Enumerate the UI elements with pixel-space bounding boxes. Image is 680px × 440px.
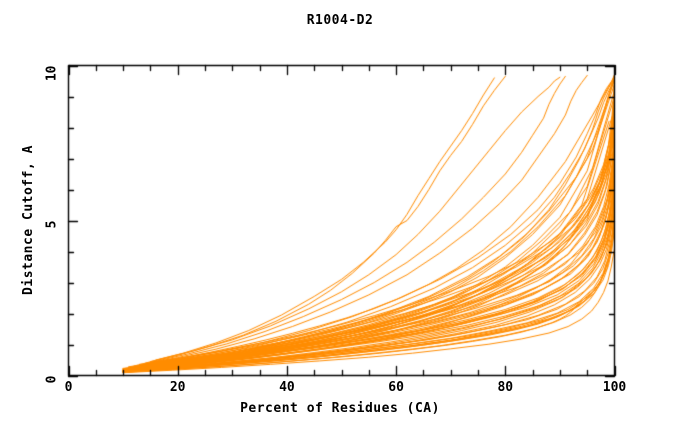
- y-tick-label: 10: [44, 65, 60, 81]
- x-tick-label: 0: [64, 380, 73, 395]
- x-tick-label: 100: [602, 380, 627, 395]
- x-tick-label: 20: [169, 380, 186, 395]
- y-axis-label: Distance Cutoff, A: [21, 145, 36, 295]
- x-tick-label: 80: [497, 380, 514, 395]
- chart-title: R1004-D2: [306, 13, 374, 28]
- y-tick-label: 5: [44, 220, 60, 228]
- x-tick-label: 60: [388, 380, 404, 395]
- x-tick-label: 40: [279, 380, 295, 395]
- y-tick-label: 0: [44, 375, 60, 383]
- x-axis-label: Percent of Residues (CA): [240, 401, 440, 416]
